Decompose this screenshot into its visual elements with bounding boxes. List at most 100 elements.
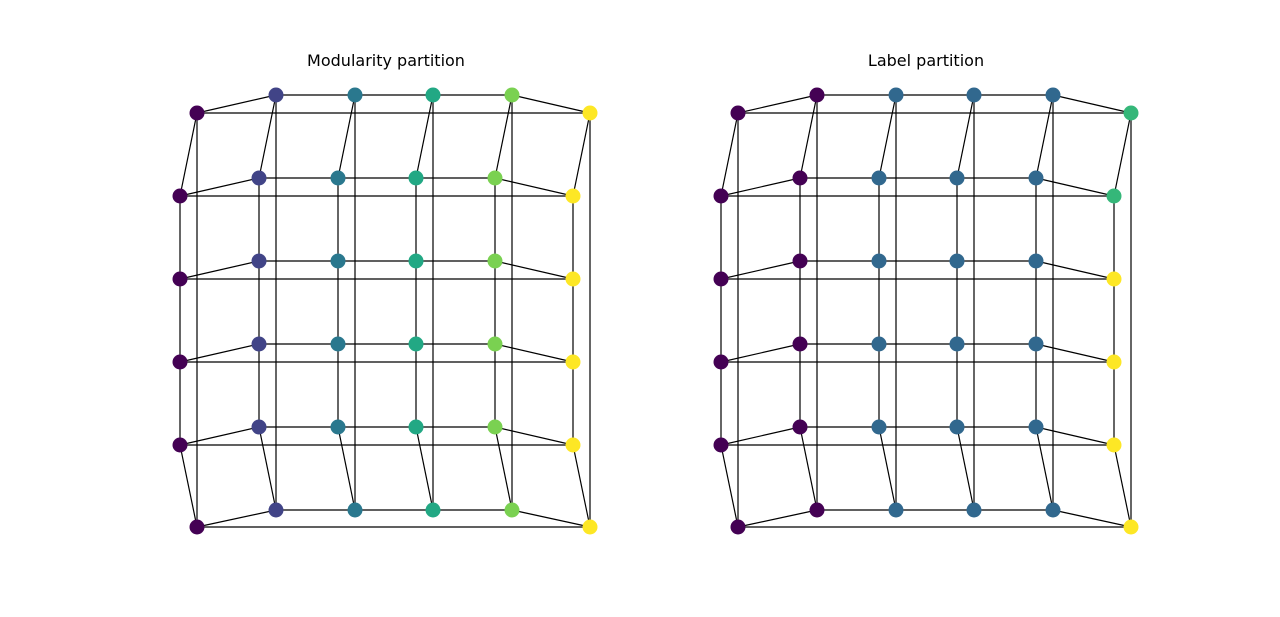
graph-node — [713, 437, 729, 453]
graph-node — [730, 105, 746, 121]
graph-edge — [494, 426, 574, 446]
graph-edge — [799, 426, 818, 511]
graph-node — [1045, 502, 1061, 518]
graph-node — [504, 502, 520, 518]
graph-node — [1028, 253, 1044, 269]
graph-edge — [337, 94, 356, 179]
graph-edge — [196, 509, 277, 528]
graph-edge — [720, 444, 739, 528]
graph-node — [172, 354, 188, 370]
graph-node — [949, 170, 965, 186]
graph-edge — [179, 260, 260, 280]
graph-node — [730, 519, 746, 535]
label-partition-panel: Label partition — [713, 51, 1139, 535]
graph-edge — [1035, 94, 1054, 179]
graph-node — [189, 519, 205, 535]
graph-node — [792, 170, 808, 186]
graph-edge — [415, 94, 434, 179]
graph-edge — [196, 94, 277, 114]
graph-edge — [1035, 260, 1115, 280]
graph-edge — [1035, 343, 1115, 363]
graph-node — [871, 336, 887, 352]
graph-node — [487, 336, 503, 352]
graph-node — [582, 519, 598, 535]
graph-node — [1028, 336, 1044, 352]
graph-edge — [1035, 426, 1054, 511]
graph-node — [330, 170, 346, 186]
graph-node — [809, 502, 825, 518]
graph-edge — [415, 426, 434, 511]
graph-edge — [179, 112, 198, 197]
graph-node — [251, 253, 267, 269]
graph-node — [172, 271, 188, 287]
graph-node — [330, 253, 346, 269]
graph-edge — [1113, 444, 1132, 528]
graph-node — [713, 188, 729, 204]
graph-edge — [179, 343, 260, 363]
graph-edge — [494, 343, 574, 363]
graph-node — [172, 437, 188, 453]
graph-node — [1106, 354, 1122, 370]
graph-edge — [511, 509, 591, 528]
graph-node — [966, 502, 982, 518]
graph-edge — [179, 426, 260, 446]
graph-node — [487, 419, 503, 435]
graph-node — [408, 170, 424, 186]
nodes-label — [713, 87, 1139, 535]
graph-node — [1028, 419, 1044, 435]
graph-node — [487, 170, 503, 186]
graph-edge — [720, 177, 801, 197]
graph-node — [172, 188, 188, 204]
graph-edge — [720, 426, 801, 446]
graph-edge — [511, 94, 591, 114]
graph-node — [949, 336, 965, 352]
graph-edge — [720, 112, 739, 197]
graph-node — [809, 87, 825, 103]
graph-node — [888, 502, 904, 518]
graph-node — [1123, 105, 1139, 121]
graph-edge — [1052, 94, 1132, 114]
graph-node — [966, 87, 982, 103]
graph-node — [713, 271, 729, 287]
graph-node — [565, 354, 581, 370]
graph-node — [425, 87, 441, 103]
graph-node — [888, 87, 904, 103]
graph-edge — [494, 426, 513, 511]
graph-node — [1045, 87, 1061, 103]
graph-edge — [1035, 426, 1115, 446]
graph-node — [251, 419, 267, 435]
edges-label — [720, 94, 1132, 528]
graph-edge — [494, 177, 574, 197]
panel-title-modularity: Modularity partition — [307, 51, 465, 70]
graph-node — [1106, 437, 1122, 453]
graph-edge — [1035, 177, 1115, 197]
graph-node — [408, 336, 424, 352]
graph-edge — [179, 177, 260, 197]
graph-edge — [878, 426, 897, 511]
graph-node — [565, 271, 581, 287]
graph-edge — [737, 94, 818, 114]
graph-edge — [258, 426, 277, 511]
graph-node — [487, 253, 503, 269]
graph-node — [268, 502, 284, 518]
graph-node — [189, 105, 205, 121]
graph-node — [268, 87, 284, 103]
graph-edge — [799, 94, 818, 179]
graph-node — [871, 253, 887, 269]
edges-modularity — [179, 94, 591, 528]
graph-edge — [720, 260, 801, 280]
graph-node — [713, 354, 729, 370]
graph-node — [792, 253, 808, 269]
modularity-partition-panel: Modularity partition — [172, 51, 598, 535]
graph-node — [949, 419, 965, 435]
graph-node — [565, 188, 581, 204]
graph-node — [792, 336, 808, 352]
graph-edge — [337, 426, 356, 511]
graph-node — [251, 170, 267, 186]
graph-node — [582, 105, 598, 121]
graph-edge — [737, 509, 818, 528]
graph-node — [1028, 170, 1044, 186]
graph-edge — [179, 444, 198, 528]
